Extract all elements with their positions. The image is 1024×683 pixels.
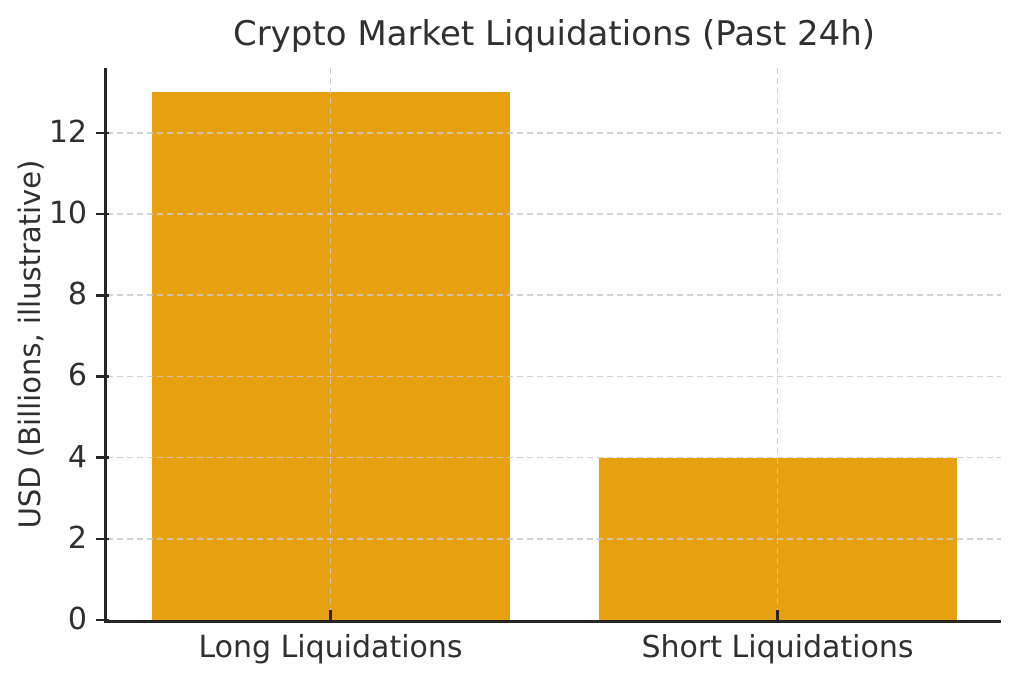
x-axis-spine	[104, 620, 1001, 623]
y-tick-mark-4	[96, 456, 109, 459]
y-gridline-6	[107, 375, 1001, 378]
y-tick-mark-6	[96, 375, 109, 378]
plot-area: 0 2 4 6 8 10 12 Long Liquidations Short Liquidat…	[49, 68, 1001, 665]
y-tick-label: 8	[67, 277, 87, 313]
x-gridline-1	[329, 68, 332, 620]
y-gridline-4	[107, 456, 1001, 459]
x-tick-label: Long Liquidations	[198, 630, 463, 665]
y-tick-mark-0	[96, 618, 109, 622]
y-tick-mark-8	[96, 293, 109, 297]
y-tick-label: 10	[48, 196, 87, 232]
y-gridline-10	[107, 213, 1001, 215]
y-tick-label: 4	[67, 439, 87, 475]
x-gridline-2	[776, 68, 779, 620]
y-tick-mark-10	[96, 212, 109, 216]
y-tick-label: 0	[67, 602, 87, 637]
y-tick-mark-12	[96, 131, 109, 135]
x-tick-mark-2	[776, 610, 779, 623]
y-tick-mark-2	[96, 537, 109, 541]
y-tick-label: 12	[48, 114, 87, 150]
y-tick-label: 2	[67, 520, 87, 556]
x-tick-label: Short Liquidations	[641, 630, 914, 665]
x-tick-mark-1	[329, 610, 332, 623]
y-gridline-8	[107, 294, 1001, 297]
y-gridline-12	[107, 132, 1001, 134]
y-gridline-2	[107, 538, 1001, 540]
y-axis-spine	[104, 68, 107, 623]
chart-title: Crypto Market Liquidations (Past 24h)	[232, 14, 876, 54]
y-tick-label: 6	[67, 358, 87, 394]
